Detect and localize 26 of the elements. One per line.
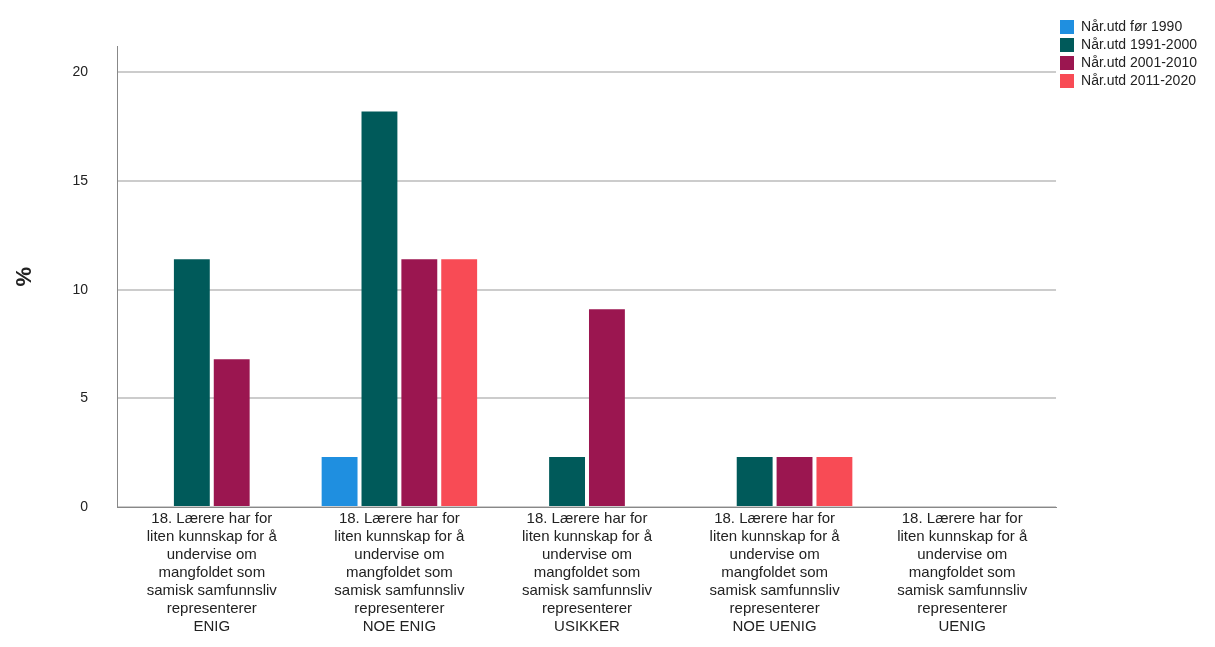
- x-tick-label: 18. Lærere har for liten kunnskap for å undervise om mangfoldet som samisk samfunnsliv representerer NOE ENIG: [334, 509, 466, 635]
- legend-label: Når.utd 2001-2010: [1081, 53, 1198, 70]
- y-tick-label: 20: [72, 63, 89, 80]
- legend-label: Når.utd 1991-2000: [1081, 35, 1198, 52]
- bar: [776, 457, 813, 506]
- bar: [213, 359, 250, 506]
- x-tick-label: 18. Lærere har for liten kunnskap for å undervise om mangfoldet som samisk samfunnsliv representerer UENIG: [897, 509, 1028, 635]
- bar: [361, 111, 398, 506]
- y-tick-label: 10: [72, 280, 89, 297]
- y-tick-label: 5: [80, 389, 89, 406]
- bar: [321, 457, 358, 506]
- legend-label: Når.utd før 1990: [1081, 17, 1183, 34]
- legend-label: Når.utd 2011-2020: [1081, 71, 1197, 88]
- y-axis-title: %: [11, 266, 37, 287]
- x-tick-label: 18. Lærere har for liten kunnskap for å undervise om mangfoldet som samisk samfunnsliv representerer NOE UENIG: [709, 509, 841, 635]
- bar: [401, 259, 438, 506]
- x-tick-label: 18. Lærere har for liten kunnskap for å undervise om mangfoldet som samisk samfunnsliv representerer ENIG: [146, 509, 278, 635]
- bar: [441, 259, 478, 506]
- bar: [588, 309, 625, 506]
- x-tick-label: 18. Lærere har for liten kunnskap for å undervise om mangfoldet som samisk samfunnsliv representerer USIKKER: [521, 509, 653, 635]
- bar: [816, 457, 853, 506]
- bar: [549, 457, 585, 506]
- y-tick-label: 15: [72, 171, 89, 188]
- y-tick-label: 0: [80, 497, 89, 514]
- bar: [173, 259, 210, 506]
- bar: [736, 457, 773, 506]
